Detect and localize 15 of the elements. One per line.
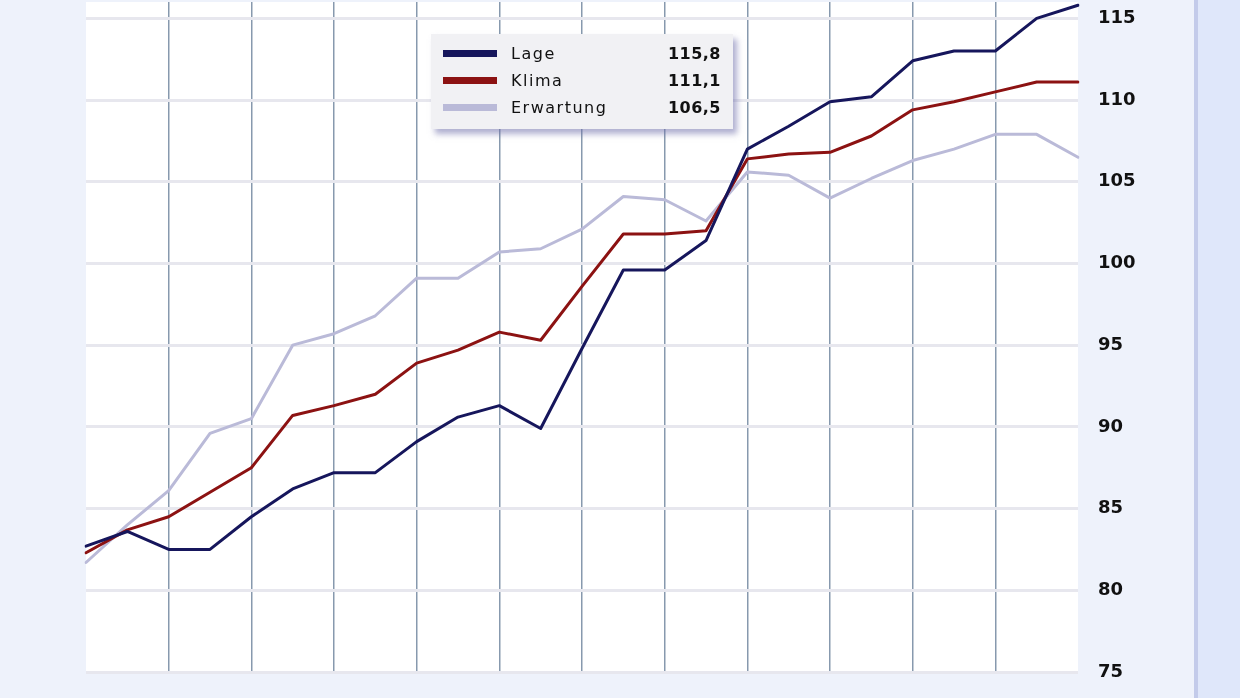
legend-label: Klima bbox=[511, 71, 565, 90]
y-tick-label: 110 bbox=[1098, 87, 1136, 109]
y-tick-label: 85 bbox=[1098, 496, 1124, 518]
legend-label: Erwartung bbox=[511, 98, 609, 117]
y-tick-label: 80 bbox=[1098, 577, 1124, 599]
annotation: 106,5 bbox=[666, 98, 721, 117]
legend-label: Lage bbox=[511, 44, 557, 63]
y-tick-label: 75 bbox=[1098, 659, 1124, 681]
y-tick-label: 115 bbox=[1098, 6, 1136, 28]
y-tick-label: 95 bbox=[1098, 332, 1124, 354]
annotation: 111,1 bbox=[666, 71, 721, 90]
annotation: 115,8 bbox=[666, 44, 721, 63]
y-tick-label: 105 bbox=[1098, 169, 1136, 191]
y-tick-label: 100 bbox=[1098, 251, 1136, 273]
y-tick-label: 90 bbox=[1098, 414, 1124, 436]
